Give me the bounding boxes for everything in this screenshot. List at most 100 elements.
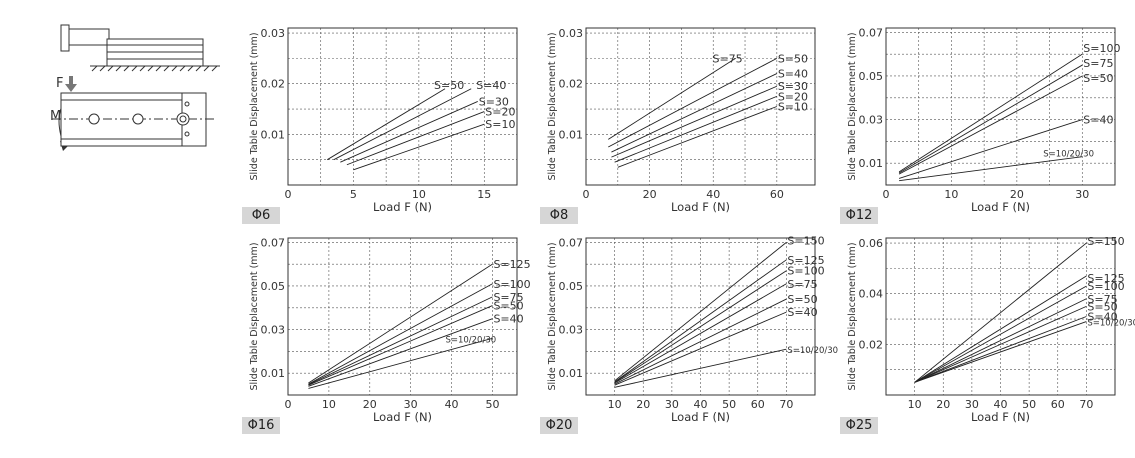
y-tick-label: 0.02: [261, 78, 286, 91]
y-tick-label: 0.05: [559, 280, 584, 293]
chart-phi6: 0.01 0.02 0.03 0 5 10 15 Slide Table Displaceme…: [240, 25, 520, 225]
chart-label: Φ12: [840, 207, 878, 224]
x-tick-label: 60: [1051, 398, 1065, 411]
x-tick-label: 30: [1075, 188, 1089, 201]
x-tick-label: 10: [944, 188, 958, 201]
x-tick-label: 10: [608, 398, 622, 411]
y-tick-label: 0.03: [261, 324, 286, 337]
y-tick-label: 0.07: [859, 26, 884, 39]
x-tick-label: 40: [694, 398, 708, 411]
y-tick-label: 0.05: [261, 280, 286, 293]
y-tick-label: 0.03: [261, 27, 286, 40]
series-line: [898, 53, 1083, 173]
series-line: [914, 285, 1087, 383]
y-tick-label: 0.05: [859, 70, 884, 83]
chart-label: Φ6: [242, 207, 280, 224]
y-tick-label: 0.02: [559, 78, 584, 91]
x-axis-label: Load F (N): [671, 200, 730, 214]
x-tick-label: 50: [485, 398, 499, 411]
chart-label: Φ8: [540, 207, 578, 224]
series-label: S=40: [476, 79, 506, 92]
y-tick-label: 0.01: [261, 367, 286, 380]
y-tick-label: 0.04: [859, 288, 884, 301]
series-line: [614, 298, 787, 385]
series-label: S=150: [1087, 235, 1124, 248]
x-axis-label: Load F (N): [971, 200, 1030, 214]
x-tick-label: 10: [908, 398, 922, 411]
series-line: [898, 119, 1083, 179]
y-axis-label: Slide Table Displacement (mm): [249, 242, 260, 390]
series-line: [308, 263, 493, 384]
series-line: [614, 95, 778, 163]
series-line: [608, 57, 778, 148]
series-line: [898, 75, 1083, 175]
grid: [288, 238, 517, 395]
y-tick-label: 0.03: [859, 114, 884, 127]
x-tick-label: 30: [665, 398, 679, 411]
series-label: S=40: [1087, 311, 1117, 324]
x-tick-label: 60: [751, 398, 765, 411]
series-label: S=40: [778, 68, 808, 81]
series-label: S=50: [787, 293, 817, 306]
plot-frame: [287, 27, 518, 186]
series-line: [899, 156, 1083, 182]
series-line: [914, 298, 1087, 383]
x-tick-label: 60: [770, 188, 784, 201]
series-line: [611, 85, 778, 158]
series-line: [614, 311, 787, 386]
chart-label: Φ20: [540, 417, 578, 434]
x-tick-label: 0: [285, 188, 292, 201]
chart-label: Φ16: [242, 417, 280, 434]
series-label: S=75: [787, 278, 817, 291]
series-line: [308, 337, 493, 389]
series-label: S=30: [479, 95, 509, 108]
plot-frame: [885, 27, 1116, 186]
x-tick-label: 20: [363, 398, 377, 411]
chart-phi20: 0.01 0.03 0.05 0.07 10 20 30 40 50 60 70 Slide Tabl…: [538, 234, 838, 435]
series-group: S=50 S=40 S=30S=20S=10: [327, 79, 515, 171]
series-line: [614, 270, 787, 383]
x-tick-label: 20: [1010, 188, 1024, 201]
chart-phi12-plot: 0.01 0.03 0.05 0.07 0 10 20 30 Slide Table Displ…: [847, 26, 1120, 214]
force-arrow-icon: [65, 76, 77, 92]
series-line: [308, 283, 493, 385]
chart-phi12: 0.01 0.03 0.05 0.07 0 10 20 30 Slide Table Displ…: [838, 25, 1120, 225]
grid: [886, 238, 1115, 395]
series-line: [353, 123, 485, 171]
y-tick-label: 0.01: [859, 157, 884, 170]
series-line: [611, 73, 778, 153]
series-label: S=40: [493, 313, 523, 326]
x-axis-label: Load F (N): [671, 410, 730, 424]
series-line: [327, 88, 446, 161]
x-tick-label: 70: [1079, 398, 1093, 411]
force-label: F: [56, 76, 63, 91]
series-line: [614, 259, 787, 383]
x-tick-label: 40: [445, 398, 459, 411]
chart-phi16-plot: 0.01 0.03 0.05 0.07 0 10 20 30 40 50 Slide Table D…: [249, 236, 531, 424]
series-line: [914, 242, 1087, 383]
series-line: [914, 305, 1087, 383]
series-line: [898, 64, 1083, 174]
plot-frame: [885, 237, 1116, 396]
y-tick-label: 0.06: [859, 237, 884, 250]
x-tick-label: 50: [1022, 398, 1036, 411]
series-label: S=50: [1087, 300, 1117, 313]
series-label: S=75: [1083, 57, 1113, 70]
series-line: [614, 348, 787, 388]
x-tick-label: 0: [285, 398, 292, 411]
series-label: S=100: [1087, 280, 1124, 293]
y-tick-label: 0.07: [261, 236, 286, 249]
plot-frame: [585, 27, 816, 186]
plot-frame: [287, 237, 518, 396]
series-label: S=125: [1087, 272, 1124, 285]
y-tick-label: 0.01: [559, 128, 584, 141]
series-label: S=10: [778, 101, 808, 114]
y-axis-label: Slide Table Displacement (mm): [547, 32, 558, 180]
chart-label: Φ25: [840, 417, 878, 434]
chart-phi8-plot: 0.01 0.02 0.03 0 20 40 60 Slide Table Displacem…: [547, 27, 816, 214]
series-label: S=75: [493, 291, 523, 304]
y-tick-label: 0.03: [559, 324, 584, 337]
series-label: S=50: [493, 300, 523, 313]
